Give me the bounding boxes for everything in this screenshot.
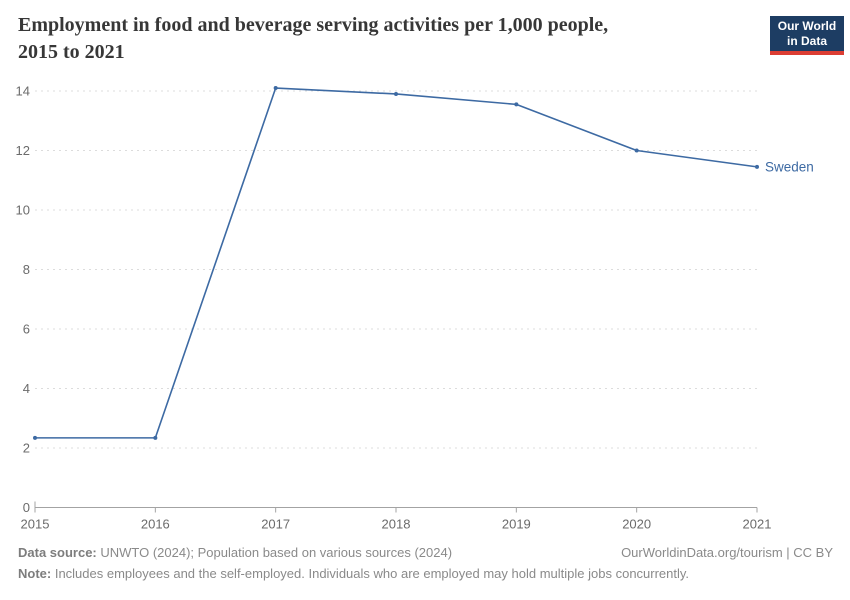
x-axis-tick-label: 2017: [261, 517, 290, 532]
data-point: [153, 435, 158, 440]
x-axis-tick-label: 2015: [21, 517, 50, 532]
x-axis-tick-label: 2021: [743, 517, 772, 532]
owid-logo-text: Our World in Data: [770, 16, 844, 51]
data-point: [33, 435, 37, 440]
entity-label: Sweden: [765, 159, 814, 174]
owid-logo-line2: in Data: [786, 34, 827, 48]
data-point: [514, 102, 519, 107]
y-axis-tick-label: 4: [23, 381, 30, 396]
note-line: Note: Includes employees and the self-em…: [18, 566, 833, 582]
data-point: [755, 164, 759, 169]
data-source-label: Data source:: [18, 545, 97, 560]
series-line-sweden: [35, 87, 758, 439]
owid-logo: Our World in Data: [770, 16, 844, 55]
owid-logo-accent-bar: [770, 51, 844, 55]
y-axis-tick-label: 10: [16, 203, 30, 218]
data-point: [394, 91, 398, 96]
chart-title: Employment in food and beverage serving …: [18, 12, 758, 66]
data-source-text: UNWTO (2024); Population based on variou…: [96, 545, 453, 560]
chart-svg: 0 2 4 6 8 10 12 14 2015 2016 2017 2018 2019 2020 2021 S…: [16, 84, 814, 532]
y-axis-tick-label: 12: [16, 143, 30, 158]
chart-title-line1: Employment in food and beverage serving …: [18, 14, 609, 36]
y-axis-tick-label: 6: [23, 322, 30, 337]
y-axis-tick-label: 2: [23, 441, 30, 456]
data-point: [634, 148, 639, 153]
owid-logo-line1: Our World: [777, 19, 837, 33]
data-source-line: Data source: UNWTO (2024); Population ba…: [18, 545, 452, 561]
attribution-link: OurWorldinData.org/tourism | CC BY: [621, 545, 833, 560]
x-axis-tick-label: 2018: [382, 517, 411, 532]
note-label: Note:: [18, 566, 52, 581]
chart-title-line2: 2015 to 2021: [18, 41, 125, 63]
x-axis-tick-label: 2019: [502, 517, 531, 532]
note-text: Includes employees and the self-employed…: [51, 566, 690, 581]
data-point: [273, 86, 278, 91]
y-axis-tick-label: 0: [23, 500, 30, 515]
chart-footer: Data source: UNWTO (2024); Population ba…: [18, 545, 833, 582]
y-axis-tick-label: 8: [23, 262, 30, 277]
y-axis-tick-label: 14: [16, 84, 30, 99]
x-axis-tick-label: 2016: [141, 517, 170, 532]
x-axis-tick-label: 2020: [622, 517, 651, 532]
